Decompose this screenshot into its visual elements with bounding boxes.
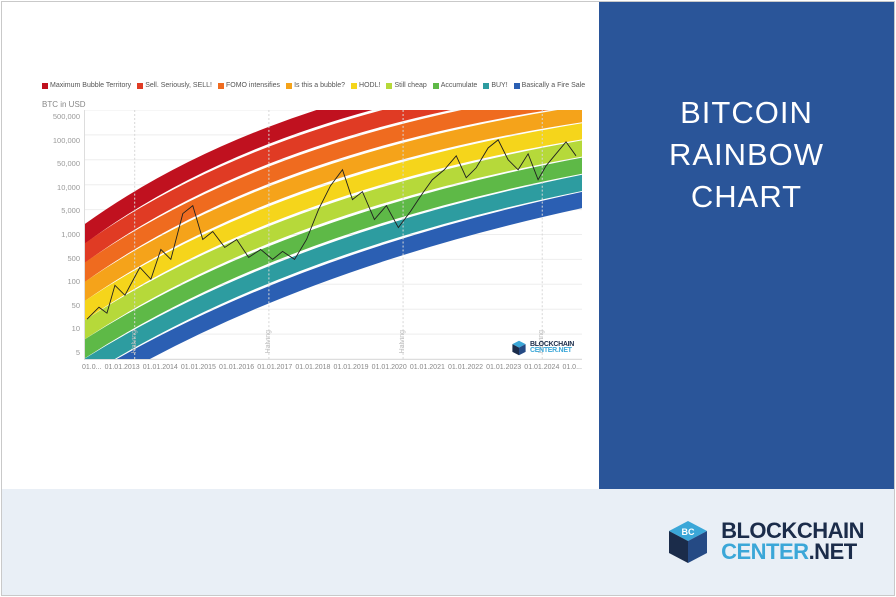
watermark-text: BLOCKCHAIN CENTER.NET bbox=[530, 342, 574, 355]
y-tick: 5,000 bbox=[42, 206, 80, 215]
title-line-2: RAINBOW bbox=[669, 137, 824, 172]
logo-cube-icon: BC bbox=[665, 519, 711, 565]
y-tick: 5 bbox=[42, 348, 80, 357]
y-axis-label: BTC in USD bbox=[42, 100, 86, 109]
x-tick: 01.01.2019 bbox=[334, 364, 369, 382]
legend-item: Basically a Fire Sale bbox=[514, 82, 585, 89]
legend-item: FOMO intensifies bbox=[218, 82, 280, 89]
footer-strip: BC BLOCKCHAIN CENTER.NET bbox=[2, 489, 894, 595]
watermark-cube-icon bbox=[511, 340, 527, 356]
y-tick: 10 bbox=[42, 324, 80, 333]
y-tick: 10,000 bbox=[42, 183, 80, 192]
chart-watermark: BLOCKCHAIN CENTER.NET bbox=[511, 340, 574, 356]
x-tick: 01.01.2016 bbox=[219, 364, 254, 382]
legend-item: Is this a bubble? bbox=[286, 82, 345, 89]
footer-logo: BC BLOCKCHAIN CENTER.NET bbox=[665, 519, 864, 565]
legend-item: BUY! bbox=[483, 82, 507, 89]
y-tick: 500,000 bbox=[42, 112, 80, 121]
y-tick: 1,000 bbox=[42, 230, 80, 239]
y-tick: 500 bbox=[42, 254, 80, 263]
x-axis-ticks: 01.0...01.01.201301.01.201401.01.201501.… bbox=[82, 364, 582, 382]
x-tick: 01.01.2020 bbox=[372, 364, 407, 382]
footer-logo-center: CENTER bbox=[721, 539, 808, 564]
legend-item: Maximum Bubble Territory bbox=[42, 82, 131, 89]
x-tick: 01.01.2013 bbox=[105, 364, 140, 382]
chart-plot: HalvingHalvingHalvingHalving bbox=[84, 110, 582, 360]
title-panel: BITCOIN RAINBOW CHART bbox=[599, 2, 894, 489]
x-tick: 01.01.2023 bbox=[486, 364, 521, 382]
page-title: BITCOIN RAINBOW CHART bbox=[669, 92, 824, 218]
rainbow-chart: Maximum Bubble Territory Sell. Seriously,… bbox=[42, 82, 582, 382]
x-tick: 01.01.2022 bbox=[448, 364, 483, 382]
halving-label: Halving bbox=[265, 330, 272, 353]
x-tick: 01.0... bbox=[82, 364, 101, 382]
y-axis-ticks: 500,000 100,000 50,000 10,000 5,000 1,000 500 1… bbox=[42, 112, 80, 357]
card-container: BITCOIN RAINBOW CHART BC BLOCKCHAIN CENT… bbox=[1, 1, 895, 596]
legend-item: HODL! bbox=[351, 82, 380, 89]
x-tick: 01.01.2021 bbox=[410, 364, 445, 382]
footer-logo-text: BLOCKCHAIN CENTER.NET bbox=[721, 521, 864, 563]
watermark-line2: CENTER.NET bbox=[530, 348, 574, 354]
x-tick: 01.01.2018 bbox=[295, 364, 330, 382]
title-line-1: BITCOIN bbox=[680, 95, 813, 130]
y-tick: 100,000 bbox=[42, 136, 80, 145]
x-tick: 01.01.2014 bbox=[143, 364, 178, 382]
x-tick: 01.01.2024 bbox=[524, 364, 559, 382]
x-tick: 01.01.2015 bbox=[181, 364, 216, 382]
x-tick: 01.01.2017 bbox=[257, 364, 292, 382]
y-tick: 50,000 bbox=[42, 159, 80, 168]
y-tick: 100 bbox=[42, 277, 80, 286]
svg-text:BC: BC bbox=[682, 527, 695, 537]
halving-label: Halving bbox=[131, 330, 138, 353]
x-tick: 01.0... bbox=[562, 364, 581, 382]
legend-item: Sell. Seriously, SELL! bbox=[137, 82, 212, 89]
chart-legend: Maximum Bubble Territory Sell. Seriously,… bbox=[42, 82, 582, 89]
chart-svg bbox=[85, 110, 582, 359]
legend-item: Accumulate bbox=[433, 82, 478, 89]
footer-logo-net: .NET bbox=[809, 539, 857, 564]
legend-item: Still cheap bbox=[386, 82, 426, 89]
title-line-3: CHART bbox=[691, 179, 802, 214]
y-tick: 50 bbox=[42, 301, 80, 310]
footer-logo-line2: CENTER.NET bbox=[721, 542, 864, 563]
halving-label: Halving bbox=[399, 330, 406, 353]
